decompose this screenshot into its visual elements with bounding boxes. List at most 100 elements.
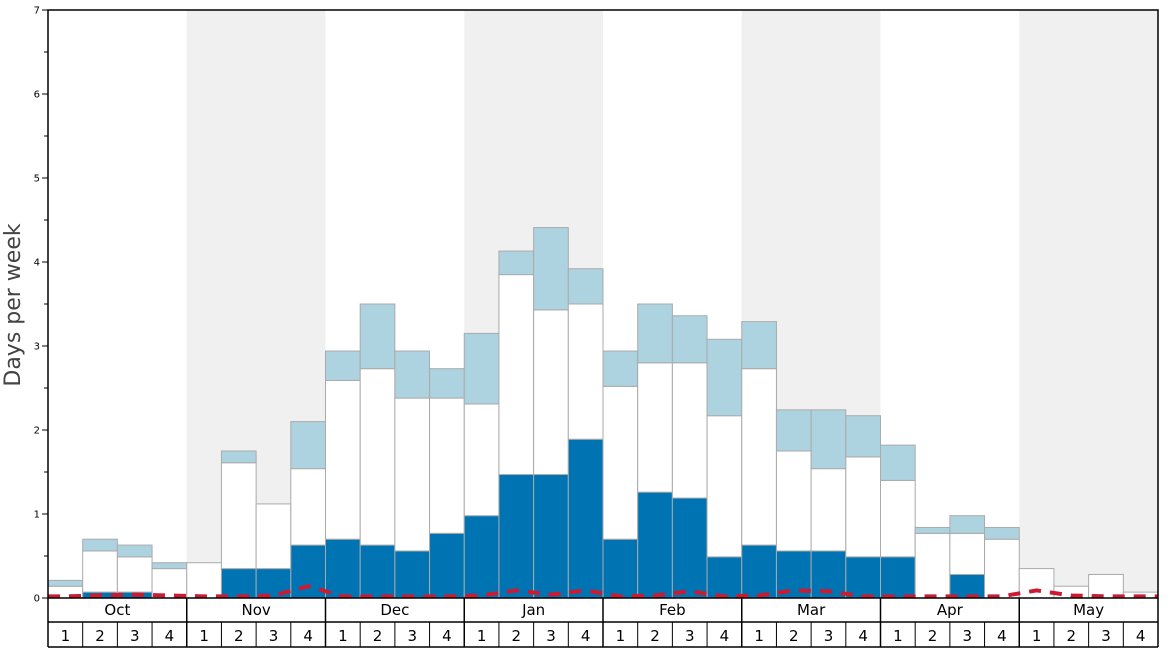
bar-feb-w4-light (706, 338, 743, 417)
week-label: 2 (512, 627, 522, 645)
shading-may (1019, 10, 1158, 598)
month-label-nov: Nov (241, 601, 270, 619)
bar-apr-w4-white (984, 538, 1020, 599)
bar-mar-w4-dark (845, 556, 881, 599)
week-label: 4 (720, 627, 730, 645)
bar-dec-w1-white (325, 379, 361, 540)
week-label: 4 (1136, 627, 1146, 645)
bar-oct-w1-light (47, 579, 84, 587)
bar-feb-w4-white (706, 415, 743, 558)
week-label: 1 (61, 627, 71, 645)
y-axis: 0 1 2 3 4 5 6 7 (34, 6, 48, 605)
bar-apr-w4-light (984, 526, 1020, 540)
bar-oct-w2-white (82, 550, 118, 593)
week-label: 2 (95, 627, 105, 645)
bar-mar-w3-white (810, 468, 847, 552)
bar-may-w1-white (1018, 568, 1055, 599)
bar-mar-w3-light (810, 409, 847, 470)
bar-feb-w3-white (671, 362, 708, 499)
bar-jan-w1-white (463, 403, 500, 517)
bar-mar-w4-white (845, 456, 881, 558)
month-label-dec: Dec (380, 601, 409, 619)
bar-nov-w4-white (290, 468, 326, 546)
bar-oct-w3-white (116, 556, 153, 593)
week-label: 3 (1101, 627, 1111, 645)
week-label: 1 (1032, 627, 1042, 645)
week-label: 1 (477, 627, 487, 645)
bar-feb-w3-dark (671, 497, 708, 599)
month-label-feb: Feb (659, 601, 686, 619)
bar-mar-w1-dark (741, 544, 777, 599)
week-label: 2 (928, 627, 938, 645)
y-tick-label: 4 (34, 258, 40, 269)
y-axis-title: Days per week (1, 223, 26, 386)
bar-apr-w2-light (914, 526, 951, 534)
bar-feb-w4-dark (706, 556, 743, 599)
month-label-mar: Mar (797, 601, 826, 619)
bar-dec-w2-dark (359, 544, 396, 599)
x-axis: Oct 1 2 3 4 Nov 1 2 3 4 Dec 1 2 3 4 Jan 1 2 3 4 Feb 1 2 3 4 Mar 1 2… (47, 598, 1159, 648)
bar-mar-w4-light (845, 415, 881, 458)
bar-apr-w3-light (949, 515, 986, 534)
bar-nov-w2-dark (220, 568, 257, 599)
bars (47, 227, 1159, 599)
bar-dec-w4-white (429, 397, 465, 534)
bar-apr-w3-white (949, 532, 986, 575)
week-label: 2 (1067, 627, 1077, 645)
week-label: 3 (269, 627, 279, 645)
bar-jan-w2-white (498, 274, 535, 476)
week-label: 1 (754, 627, 764, 645)
bar-jan-w3-light (533, 227, 569, 311)
week-label: 3 (130, 627, 140, 645)
bar-jan-w1-dark (463, 515, 500, 599)
month-label-may: May (1073, 601, 1104, 619)
week-label: 3 (546, 627, 556, 645)
bar-dec-w1-dark (325, 538, 361, 599)
bar-nov-w2-white (220, 462, 257, 570)
week-label: 4 (581, 627, 591, 645)
bar-mar-w2-light (775, 409, 812, 452)
bar-dec-w3-dark (394, 550, 431, 599)
week-label: 2 (650, 627, 660, 645)
bar-jan-w4-white (567, 303, 604, 440)
bar-dec-w2-white (359, 368, 396, 546)
bar-nov-w3-white (255, 503, 292, 570)
week-label: 1 (338, 627, 348, 645)
bar-jan-w2-light (498, 250, 535, 276)
bar-oct-w3-light (116, 544, 153, 558)
bar-apr-w1-light (880, 444, 916, 481)
week-label: 4 (858, 627, 868, 645)
bar-jan-w2-dark (498, 474, 535, 599)
bar-feb-w2-dark (637, 491, 673, 599)
y-tick-label: 6 (34, 90, 40, 101)
y-tick-label: 7 (34, 6, 40, 17)
week-label: 1 (199, 627, 209, 645)
week-label: 4 (442, 627, 452, 645)
bar-dec-w3-white (394, 397, 431, 552)
week-label: 3 (824, 627, 834, 645)
week-label: 1 (616, 627, 626, 645)
bar-dec-w4-dark (429, 532, 465, 599)
bar-feb-w1-white (602, 385, 639, 540)
bar-jan-w1-light (463, 332, 500, 405)
week-label: 2 (234, 627, 244, 645)
month-label-oct: Oct (104, 601, 130, 619)
week-label: 4 (165, 627, 175, 645)
dashed-series-line (48, 584, 1158, 599)
bar-jan-w4-dark (567, 438, 604, 599)
week-label: 3 (962, 627, 972, 645)
bar-feb-w2-white (637, 362, 673, 493)
y-tick-label: 3 (34, 342, 40, 353)
y-tick-label: 2 (34, 426, 40, 437)
bar-feb-w2-light (637, 303, 673, 364)
bar-mar-w1-light (741, 321, 777, 370)
bar-oct-w4-light (151, 562, 188, 570)
month-label-apr: Apr (937, 601, 964, 619)
bar-dec-w1-light (325, 350, 361, 381)
bar-dec-w2-light (359, 303, 396, 370)
bar-jan-w3-dark (533, 474, 569, 599)
week-label: 4 (303, 627, 313, 645)
bar-apr-w1-white (880, 479, 916, 558)
bar-apr-w1-dark (880, 556, 916, 599)
